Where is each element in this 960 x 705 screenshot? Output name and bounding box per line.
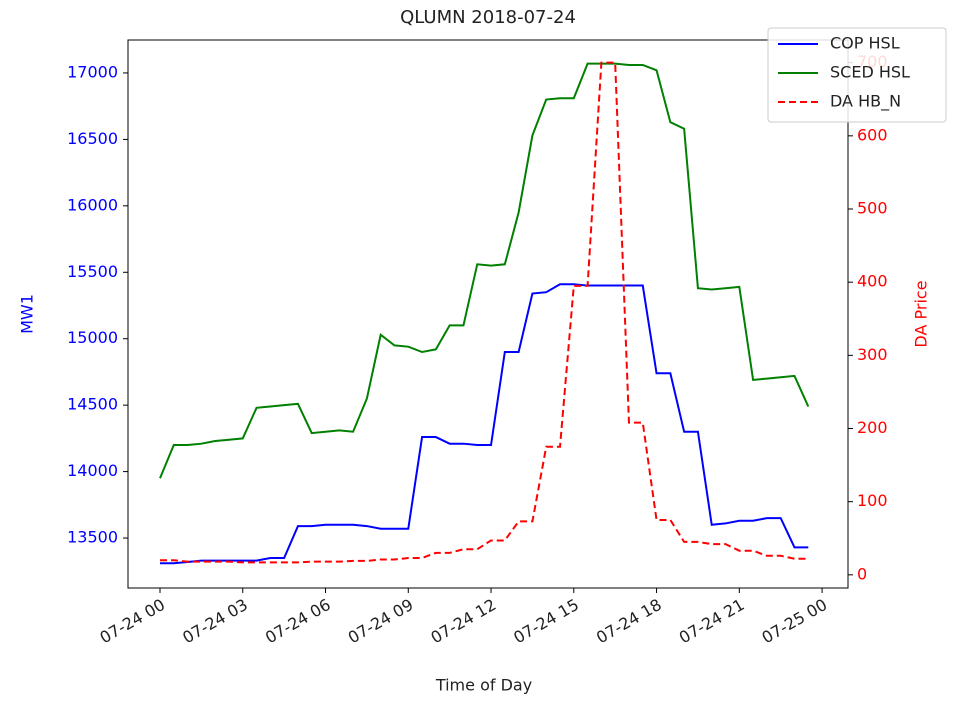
legend-label: DA HB_N	[830, 92, 901, 112]
series-line	[159, 62, 810, 479]
series-line	[160, 61, 809, 564]
y-tick-label: 13500	[67, 528, 118, 547]
y-tick-label: 15000	[67, 328, 118, 347]
x-tick-label: 07-24 18	[593, 595, 665, 647]
y-tick-label: 14500	[67, 395, 118, 414]
y-axis-label: MW1	[18, 294, 37, 334]
x-tick-label: 07-25 00	[759, 595, 831, 647]
x-tick-label: 07-24 09	[345, 595, 417, 647]
y2-tick-label: 100	[857, 491, 888, 510]
x-tick-label: 07-24 00	[96, 595, 168, 647]
y-tick-label: 16500	[67, 129, 118, 148]
y2-tick-label: 200	[857, 418, 888, 437]
y2-tick-label: 0	[857, 564, 867, 583]
x-tick-label: 07-24 06	[262, 595, 334, 647]
legend-label: SCED HSL	[830, 63, 910, 82]
plot-frame	[127, 39, 849, 589]
legend: COP HSL SCED HSL DA HB_N	[767, 27, 947, 123]
y2-tick-label: 300	[857, 345, 888, 364]
x-tick-label: 07-24 03	[179, 595, 251, 647]
y2-tick-label: 400	[857, 272, 888, 291]
x-axis-label: Time of Day	[435, 676, 532, 695]
y2-axis-label: DA Price	[912, 280, 931, 347]
legend-box	[767, 27, 947, 123]
y-tick-label: 15500	[67, 262, 118, 281]
x-tick-label: 07-24 21	[676, 595, 748, 647]
x-tick-label: 07-24 15	[510, 595, 582, 647]
chart-title: QLUMN 2018-07-24	[400, 7, 576, 28]
y-tick-label: 16000	[67, 195, 118, 214]
y2-tick-label: 500	[857, 199, 888, 218]
series-line	[160, 283, 809, 565]
y2-tick-label: 600	[857, 125, 888, 144]
legend-label: COP HSL	[830, 34, 900, 53]
x-tick-label: 07-24 12	[427, 595, 499, 647]
y-tick-label: 14000	[67, 461, 118, 480]
y-tick-label: 17000	[67, 62, 118, 81]
